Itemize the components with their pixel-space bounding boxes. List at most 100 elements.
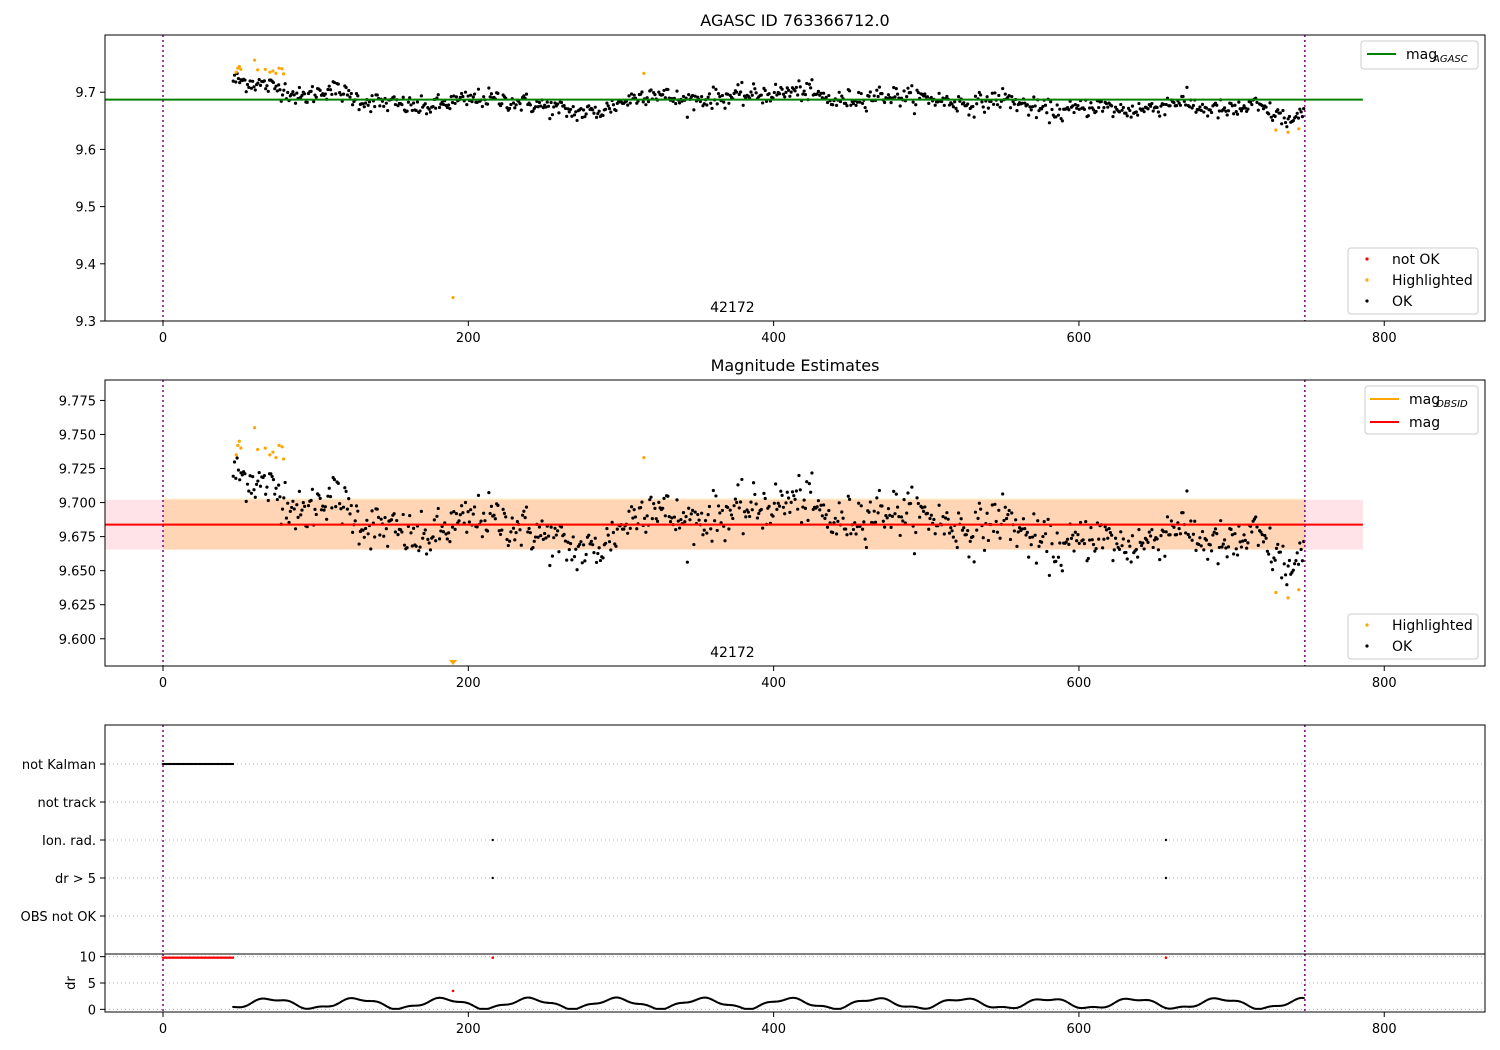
ok-point: [437, 537, 442, 541]
panel2-title: Magnitude Estimates: [711, 356, 880, 375]
ok-point: [645, 96, 649, 100]
panel4-xtick-label: 400: [761, 1022, 786, 1037]
ok-point: [541, 106, 545, 110]
ok-point: [653, 93, 657, 97]
ok-point: [663, 514, 667, 518]
ok-point: [920, 506, 924, 510]
ok-point: [257, 78, 261, 82]
ok-point: [719, 521, 723, 525]
ok-point: [458, 513, 462, 517]
ok-point: [487, 490, 491, 495]
ok-point: [1300, 115, 1305, 119]
ok-point: [780, 493, 784, 497]
ok-point: [382, 534, 386, 538]
ok-point: [453, 527, 457, 531]
ok-point: [591, 108, 595, 112]
ok-point: [436, 93, 440, 97]
ok-point: [305, 100, 309, 104]
ok-point: [414, 108, 418, 113]
ok-point: [1121, 105, 1125, 110]
ok-point: [759, 93, 763, 97]
ok-point: [1185, 489, 1189, 493]
ok-point: [344, 489, 348, 493]
ok-point: [723, 106, 727, 110]
ok-point: [933, 532, 937, 536]
ok-point: [815, 92, 819, 96]
ok-point: [718, 94, 722, 99]
ok-point: [1150, 101, 1154, 106]
ok-point: [1202, 110, 1206, 114]
highlighted-point: [1274, 128, 1278, 132]
ok-point: [955, 545, 959, 550]
ok-point: [809, 490, 813, 494]
ok-point: [422, 531, 426, 536]
ok-point: [799, 521, 804, 525]
ok-point: [687, 92, 691, 97]
ok-point: [553, 526, 557, 530]
ok-point: [362, 535, 366, 539]
ok-point: [247, 85, 251, 89]
ok-point: [1047, 573, 1051, 578]
ok-point: [1224, 546, 1228, 550]
ok-point: [508, 106, 512, 111]
ok-point: [392, 95, 396, 99]
ok-point: [571, 535, 575, 539]
ok-point: [964, 533, 968, 537]
ok-point: [533, 105, 538, 109]
ok-point: [915, 88, 919, 92]
ok-point: [1187, 105, 1192, 109]
ok-point: [280, 93, 285, 97]
ok-point: [911, 100, 915, 104]
ok-point: [384, 101, 388, 105]
ok-point: [959, 517, 963, 521]
ok-point: [916, 90, 920, 95]
ok-point: [1241, 106, 1245, 110]
ok-point: [997, 93, 1001, 98]
ok-point: [607, 540, 612, 544]
ok-point: [945, 511, 949, 515]
ok-point: [1060, 569, 1064, 573]
ok-point: [803, 93, 808, 97]
ok-point: [929, 513, 933, 517]
ok-point: [1128, 108, 1132, 113]
ok-point: [1151, 545, 1155, 550]
ok-point: [1204, 106, 1209, 110]
ok-point: [834, 103, 839, 107]
ok-point: [810, 471, 814, 475]
ok-point: [635, 527, 639, 531]
ok-point: [863, 105, 867, 110]
ok-point: [1100, 546, 1105, 550]
ok-point: [466, 510, 470, 514]
ok-point: [574, 547, 578, 551]
ok-point: [1149, 534, 1153, 538]
ok-point: [990, 503, 994, 507]
highlighted-point: [1286, 596, 1290, 600]
ok-point: [932, 517, 936, 522]
ok-point: [452, 94, 456, 98]
ok-point: [681, 511, 686, 515]
ok-point: [966, 529, 970, 533]
ok-point: [1072, 110, 1076, 115]
ok-point: [1156, 548, 1160, 552]
panel-magnitude-estimates: Magnitude Estimates 42172 0 200 400 600 800 9.6…: [59, 356, 1486, 691]
highlighted-point: [253, 58, 257, 62]
ok-point: [1113, 105, 1118, 109]
ok-point: [266, 498, 270, 503]
panel4-dr-points: [232, 996, 1305, 1010]
ok-point: [1255, 100, 1259, 105]
ok-point: [1027, 555, 1031, 559]
ok-point: [581, 543, 586, 547]
ok-point: [601, 113, 605, 118]
ok-point: [986, 538, 991, 543]
ok-point: [1299, 547, 1303, 552]
ok-point: [518, 102, 522, 106]
ok-point: [1115, 542, 1119, 546]
ok-point: [1263, 533, 1267, 538]
ok-point: [562, 103, 566, 108]
ok-point: [1106, 536, 1110, 540]
ok-point: [549, 525, 553, 529]
ok-point: [593, 105, 597, 109]
ok-point: [1073, 103, 1077, 107]
ok-point: [731, 516, 735, 521]
ok-point: [1119, 530, 1123, 534]
